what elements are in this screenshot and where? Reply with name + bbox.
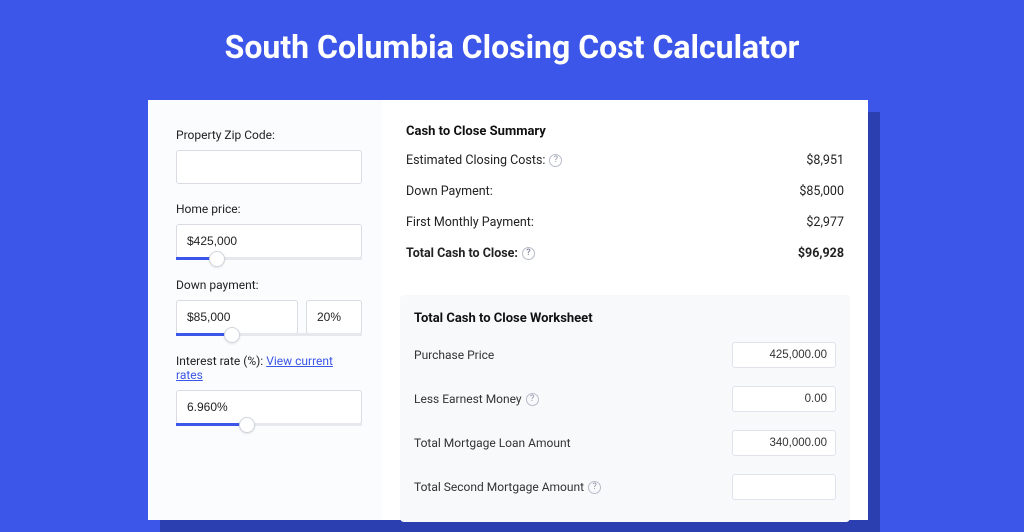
worksheet-row: Less Earnest Money ? bbox=[414, 386, 836, 412]
summary-row-value: $8,951 bbox=[806, 153, 844, 168]
worksheet-row: Purchase Price bbox=[414, 342, 836, 368]
summary-row: Down Payment: $85,000 bbox=[406, 184, 844, 199]
summary-row-label: Estimated Closing Costs: bbox=[406, 153, 545, 168]
down-payment-pct-input[interactable] bbox=[306, 300, 362, 334]
interest-field: Interest rate (%): View current rates bbox=[176, 354, 362, 426]
summary-title: Cash to Close Summary bbox=[406, 124, 844, 139]
results-panel: Cash to Close Summary Estimated Closing … bbox=[382, 100, 868, 520]
interest-label: Interest rate (%): View current rates bbox=[176, 354, 362, 382]
worksheet-row: Total Mortgage Loan Amount bbox=[414, 430, 836, 456]
worksheet-title: Total Cash to Close Worksheet bbox=[414, 311, 836, 326]
worksheet-row-label: Total Mortgage Loan Amount bbox=[414, 436, 571, 450]
summary-total-value: $96,928 bbox=[798, 246, 844, 261]
worksheet-row-label: Total Second Mortgage Amount bbox=[414, 480, 584, 494]
summary-row-label: Down Payment: bbox=[406, 184, 493, 199]
home-price-slider[interactable] bbox=[176, 257, 362, 260]
help-icon[interactable]: ? bbox=[522, 247, 535, 260]
worksheet-row-label: Purchase Price bbox=[414, 348, 494, 362]
inputs-panel: Property Zip Code: Home price: Down paym… bbox=[148, 100, 382, 520]
slider-thumb[interactable] bbox=[209, 251, 225, 267]
down-payment-label: Down payment: bbox=[176, 278, 362, 292]
help-icon[interactable]: ? bbox=[549, 154, 562, 167]
summary-row: First Monthly Payment: $2,977 bbox=[406, 215, 844, 230]
summary-row-label: First Monthly Payment: bbox=[406, 215, 534, 230]
interest-slider[interactable] bbox=[176, 423, 362, 426]
summary-row: Estimated Closing Costs: ? $8,951 bbox=[406, 153, 844, 168]
calculator-card: Property Zip Code: Home price: Down paym… bbox=[148, 100, 868, 520]
home-price-field: Home price: bbox=[176, 202, 362, 260]
summary-row-value: $85,000 bbox=[799, 184, 844, 199]
zip-input[interactable] bbox=[176, 150, 362, 184]
zip-field: Property Zip Code: bbox=[176, 128, 362, 184]
help-icon[interactable]: ? bbox=[526, 393, 539, 406]
down-payment-field: Down payment: bbox=[176, 278, 362, 336]
home-price-input[interactable] bbox=[176, 224, 362, 258]
worksheet-row-input[interactable] bbox=[732, 474, 836, 500]
slider-thumb[interactable] bbox=[239, 417, 255, 433]
page-title: South Columbia Closing Cost Calculator bbox=[0, 0, 1024, 90]
summary-total-label: Total Cash to Close: bbox=[406, 246, 518, 261]
worksheet-row-input[interactable] bbox=[732, 386, 836, 412]
worksheet-row-label: Less Earnest Money bbox=[414, 392, 522, 406]
cash-to-close-summary: Cash to Close Summary Estimated Closing … bbox=[400, 120, 850, 287]
worksheet-row-input[interactable] bbox=[732, 342, 836, 368]
down-payment-slider[interactable] bbox=[176, 333, 362, 336]
summary-row-value: $2,977 bbox=[806, 215, 844, 230]
home-price-label: Home price: bbox=[176, 202, 362, 216]
interest-input[interactable] bbox=[176, 390, 362, 424]
slider-thumb[interactable] bbox=[224, 327, 240, 343]
worksheet-panel: Total Cash to Close Worksheet Purchase P… bbox=[400, 295, 850, 522]
slider-fill bbox=[176, 423, 247, 426]
zip-label: Property Zip Code: bbox=[176, 128, 362, 142]
summary-total-row: Total Cash to Close: ? $96,928 bbox=[406, 246, 844, 261]
interest-label-text: Interest rate (%): bbox=[176, 354, 263, 368]
worksheet-row-input[interactable] bbox=[732, 430, 836, 456]
help-icon[interactable]: ? bbox=[588, 481, 601, 494]
worksheet-row: Total Second Mortgage Amount ? bbox=[414, 474, 836, 500]
